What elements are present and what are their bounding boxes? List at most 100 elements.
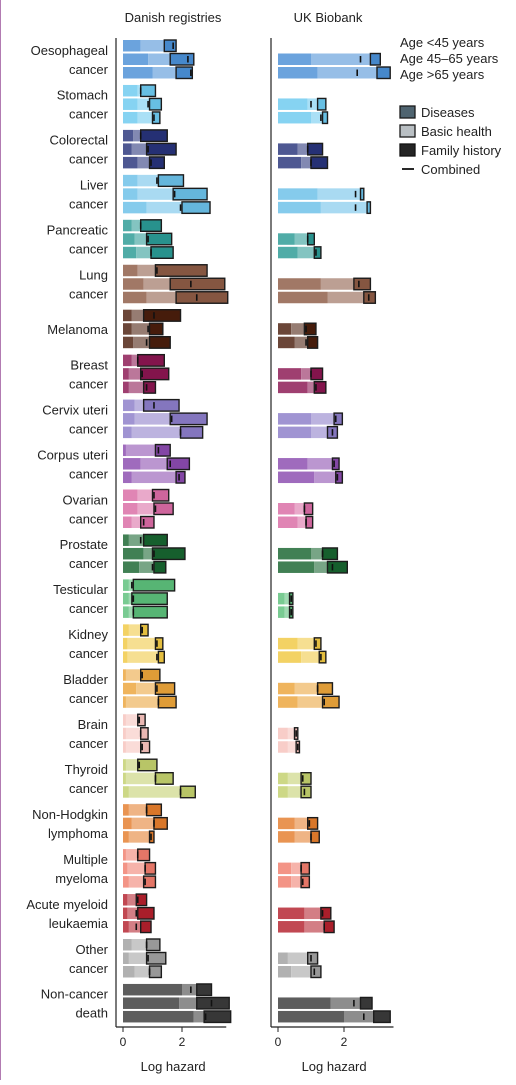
- panel-1-cat-13-age-2-bar-basic-health: [301, 651, 320, 663]
- panel-1-cat-10-age-2-bar-diseases: [278, 516, 298, 528]
- panel-1-cat-21-age-2-bar-diseases: [278, 1010, 344, 1023]
- panel-1-cat-8-age-2-bar-basic-health: [311, 426, 328, 439]
- panel-0-cat-9-age-0-bar-basic-health: [125, 444, 156, 457]
- panel-0-cat-1-age-1-bar-family-history: [148, 97, 163, 111]
- panel-1-cat-10-age-1-bar-basic-health: [294, 503, 305, 515]
- panel-0-cat-17-age-1-bar-basic-health: [131, 817, 154, 830]
- legend-age-0: Age <45 years: [400, 35, 485, 50]
- panel-0-cat-1-age-1-bar-diseases: [123, 98, 138, 110]
- panel-0-cat-8-age-2-bar-diseases: [123, 426, 132, 439]
- panel-0-cat-0-age-2-bar-diseases: [123, 67, 153, 79]
- panel-0-cat-4-age-0-bar-diseases: [123, 219, 132, 232]
- panel-1-cat-6-age-1-bar-basic-health: [291, 323, 305, 335]
- panel-0-cat-19-age-0-bar-family-history: [135, 893, 148, 907]
- panel-0-cat-3-age-0-bar-diseases: [123, 174, 138, 187]
- panel-0-cat-7-age-1-bar-basic-health: [128, 368, 141, 380]
- panel-1-cat-14-age-1-bar-basic-health: [294, 682, 318, 695]
- panel-1-cat-20-age-1-bar-basic-health: [287, 952, 308, 964]
- panel-0-cat-8-age-0-bar-diseases: [123, 399, 135, 412]
- panel-0-cat-20-age-0-bar-diseases: [123, 939, 132, 951]
- panel-1-cat-6-age-1-bar-family-history: [303, 322, 317, 336]
- category-label-18-0: Multiple: [63, 852, 108, 867]
- panel-0-cat-13-age-0-bar-diseases: [123, 624, 129, 636]
- panel-1-cat-11-age-2-bar-diseases: [278, 561, 315, 573]
- panel-1-cat-7-age-1-bar-diseases: [278, 368, 302, 380]
- panel-1-cat-2-age-2-bar-family-history: [310, 156, 329, 170]
- panel-0-cat-7-age-0-bar-family-history: [137, 353, 165, 367]
- category-label-19-0: Acute myeloid: [26, 897, 108, 912]
- category-label-11-1: cancer: [69, 556, 109, 571]
- panel-1-cat-16-age-2-bar-diseases: [278, 786, 288, 798]
- panel-1-cat-4-age-1-bar-family-history: [307, 232, 316, 246]
- panel-1-cat-16-age-2-bar-basic-health: [287, 786, 302, 798]
- panel-0-cat-7-age-2-bar-family-history: [142, 380, 157, 394]
- panel-0-cat-8-age-1-bar-diseases: [123, 413, 135, 425]
- panel-1-cat-2-age-2-bar-diseases: [278, 156, 302, 169]
- panel-0-cat-4-age-0-bar-basic-health: [131, 219, 141, 232]
- panel-0-cat-3-age-1-bar-family-history: [172, 187, 208, 201]
- legend-label-0: Diseases: [421, 105, 475, 120]
- panel-0-cat-9-age-2-bar-family-history: [175, 470, 186, 484]
- panel-0-cat-10-age-2-bar-diseases: [123, 516, 132, 528]
- category-label-4-0: Pancreatic: [47, 223, 109, 238]
- panel-1-cat-18-age-1-bar-diseases: [278, 862, 292, 875]
- category-label-20-1: cancer: [69, 961, 109, 976]
- category-label-13-1: cancer: [69, 646, 109, 661]
- panel-1-cat-14-age-2-bar-family-history: [321, 695, 340, 709]
- panel-0-cat-11-age-1-bar-diseases: [123, 547, 144, 560]
- panel-1-cat-18-age-1-bar-basic-health: [291, 862, 302, 875]
- panel-0-cat-14-age-1-bar-family-history: [154, 682, 176, 695]
- panel-1-cat-0-age-2-bar-diseases: [278, 67, 318, 79]
- panel-0-cat-11-age-0-bar-basic-health: [128, 534, 144, 546]
- panel-1-cat-13-age-2-bar-diseases: [278, 651, 302, 663]
- panel-0-cat-4-age-1-bar-diseases: [123, 233, 135, 245]
- panel-0-cat-12-age-2-bar-basic-health: [128, 606, 134, 618]
- panel-0-cat-12-age-0-bar-diseases: [123, 579, 129, 591]
- panel-0-cat-3-age-2-bar-basic-health: [146, 201, 182, 214]
- panel-1-cat-21-age-1-bar-family-history: [359, 996, 373, 1010]
- panel-0-cat-0-age-2-bar-basic-health: [152, 67, 177, 79]
- panel-0-cat-19-age-1-bar-diseases: [123, 907, 128, 920]
- panel-0-cat-12-age-1-bar-family-history: [131, 592, 168, 606]
- panel-1-cat-1-age-1-bar-family-history: [316, 97, 327, 111]
- panel-1-cat-11-age-1-bar-diseases: [278, 547, 311, 560]
- panel-0-cat-4-age-0-bar-family-history: [139, 219, 163, 233]
- panel-0-cat-6-age-2-bar-diseases: [123, 336, 134, 349]
- panel-0-cat-19-age-0-bar-basic-health: [127, 894, 137, 906]
- panel-0-cat-18-age-1-bar-basic-health: [127, 862, 146, 875]
- panel-1-cat-12-age-2-bar-diseases: [278, 606, 285, 618]
- panel-0-cat-13-age-2-bar-diseases: [123, 651, 128, 663]
- category-label-2-1: cancer: [69, 152, 109, 167]
- category-label-15-0: Brain: [78, 717, 108, 732]
- panel-0-cat-8-age-2-bar-basic-health: [131, 426, 181, 439]
- panel-1-cat-15-age-2-bar-basic-health: [287, 741, 297, 753]
- category-label-13-0: Kidney: [68, 627, 108, 642]
- panel-1-cat-5-age-2-bar-basic-health: [327, 291, 364, 304]
- panel-0-cat-19-age-2-bar-family-history: [139, 920, 152, 934]
- panel-1-cat-20-age-2-bar-basic-health: [291, 966, 311, 978]
- panel-1-cat-2-age-1-bar-basic-health: [297, 143, 308, 155]
- panel-0-cat-5-age-0-bar-diseases: [123, 264, 138, 277]
- panel-0-title: Danish registries: [125, 10, 222, 25]
- panel-1-cat-5-age-1-bar-diseases: [278, 278, 321, 290]
- panel-0-cat-21-age-2-bar-diseases: [123, 1010, 194, 1023]
- panel-0-cat-14-age-0-bar-basic-health: [125, 669, 141, 681]
- panel-0-cat-2-age-0-bar-diseases: [123, 129, 134, 142]
- panel-0-cat-8-age-0-bar-basic-health: [134, 399, 144, 412]
- panel-1-cat-4-age-1-bar-basic-health: [294, 233, 308, 245]
- category-label-21-0: Non-cancer: [41, 987, 109, 1002]
- panel-0-cat-20-age-2-bar-diseases: [123, 966, 135, 978]
- panel-0-cat-17-age-2-bar-diseases: [123, 831, 129, 843]
- panel-0-cat-5-age-0-bar-family-history: [154, 264, 208, 277]
- panel-0-cat-13-age-2-bar-basic-health: [127, 651, 159, 663]
- panel-1-cat-16-age-1-bar-diseases: [278, 772, 288, 785]
- panel-0-cat-9-age-2-bar-diseases: [123, 471, 132, 484]
- panel-1-cat-14-age-2-bar-basic-health: [297, 696, 323, 708]
- panel-0-cat-9-age-1-bar-diseases: [123, 458, 141, 470]
- panel-0-cat-2-age-2-bar-diseases: [123, 156, 138, 169]
- panel-1-cat-5-age-2-bar-diseases: [278, 291, 328, 304]
- panel-0-cat-4-age-1-bar-family-history: [145, 232, 173, 246]
- panel-1-cat-9-age-1-bar-basic-health: [307, 458, 333, 470]
- panel-1-cat-9-age-2-bar-family-history: [335, 470, 344, 484]
- panel-0-cat-16-age-1-bar-family-history: [154, 772, 174, 785]
